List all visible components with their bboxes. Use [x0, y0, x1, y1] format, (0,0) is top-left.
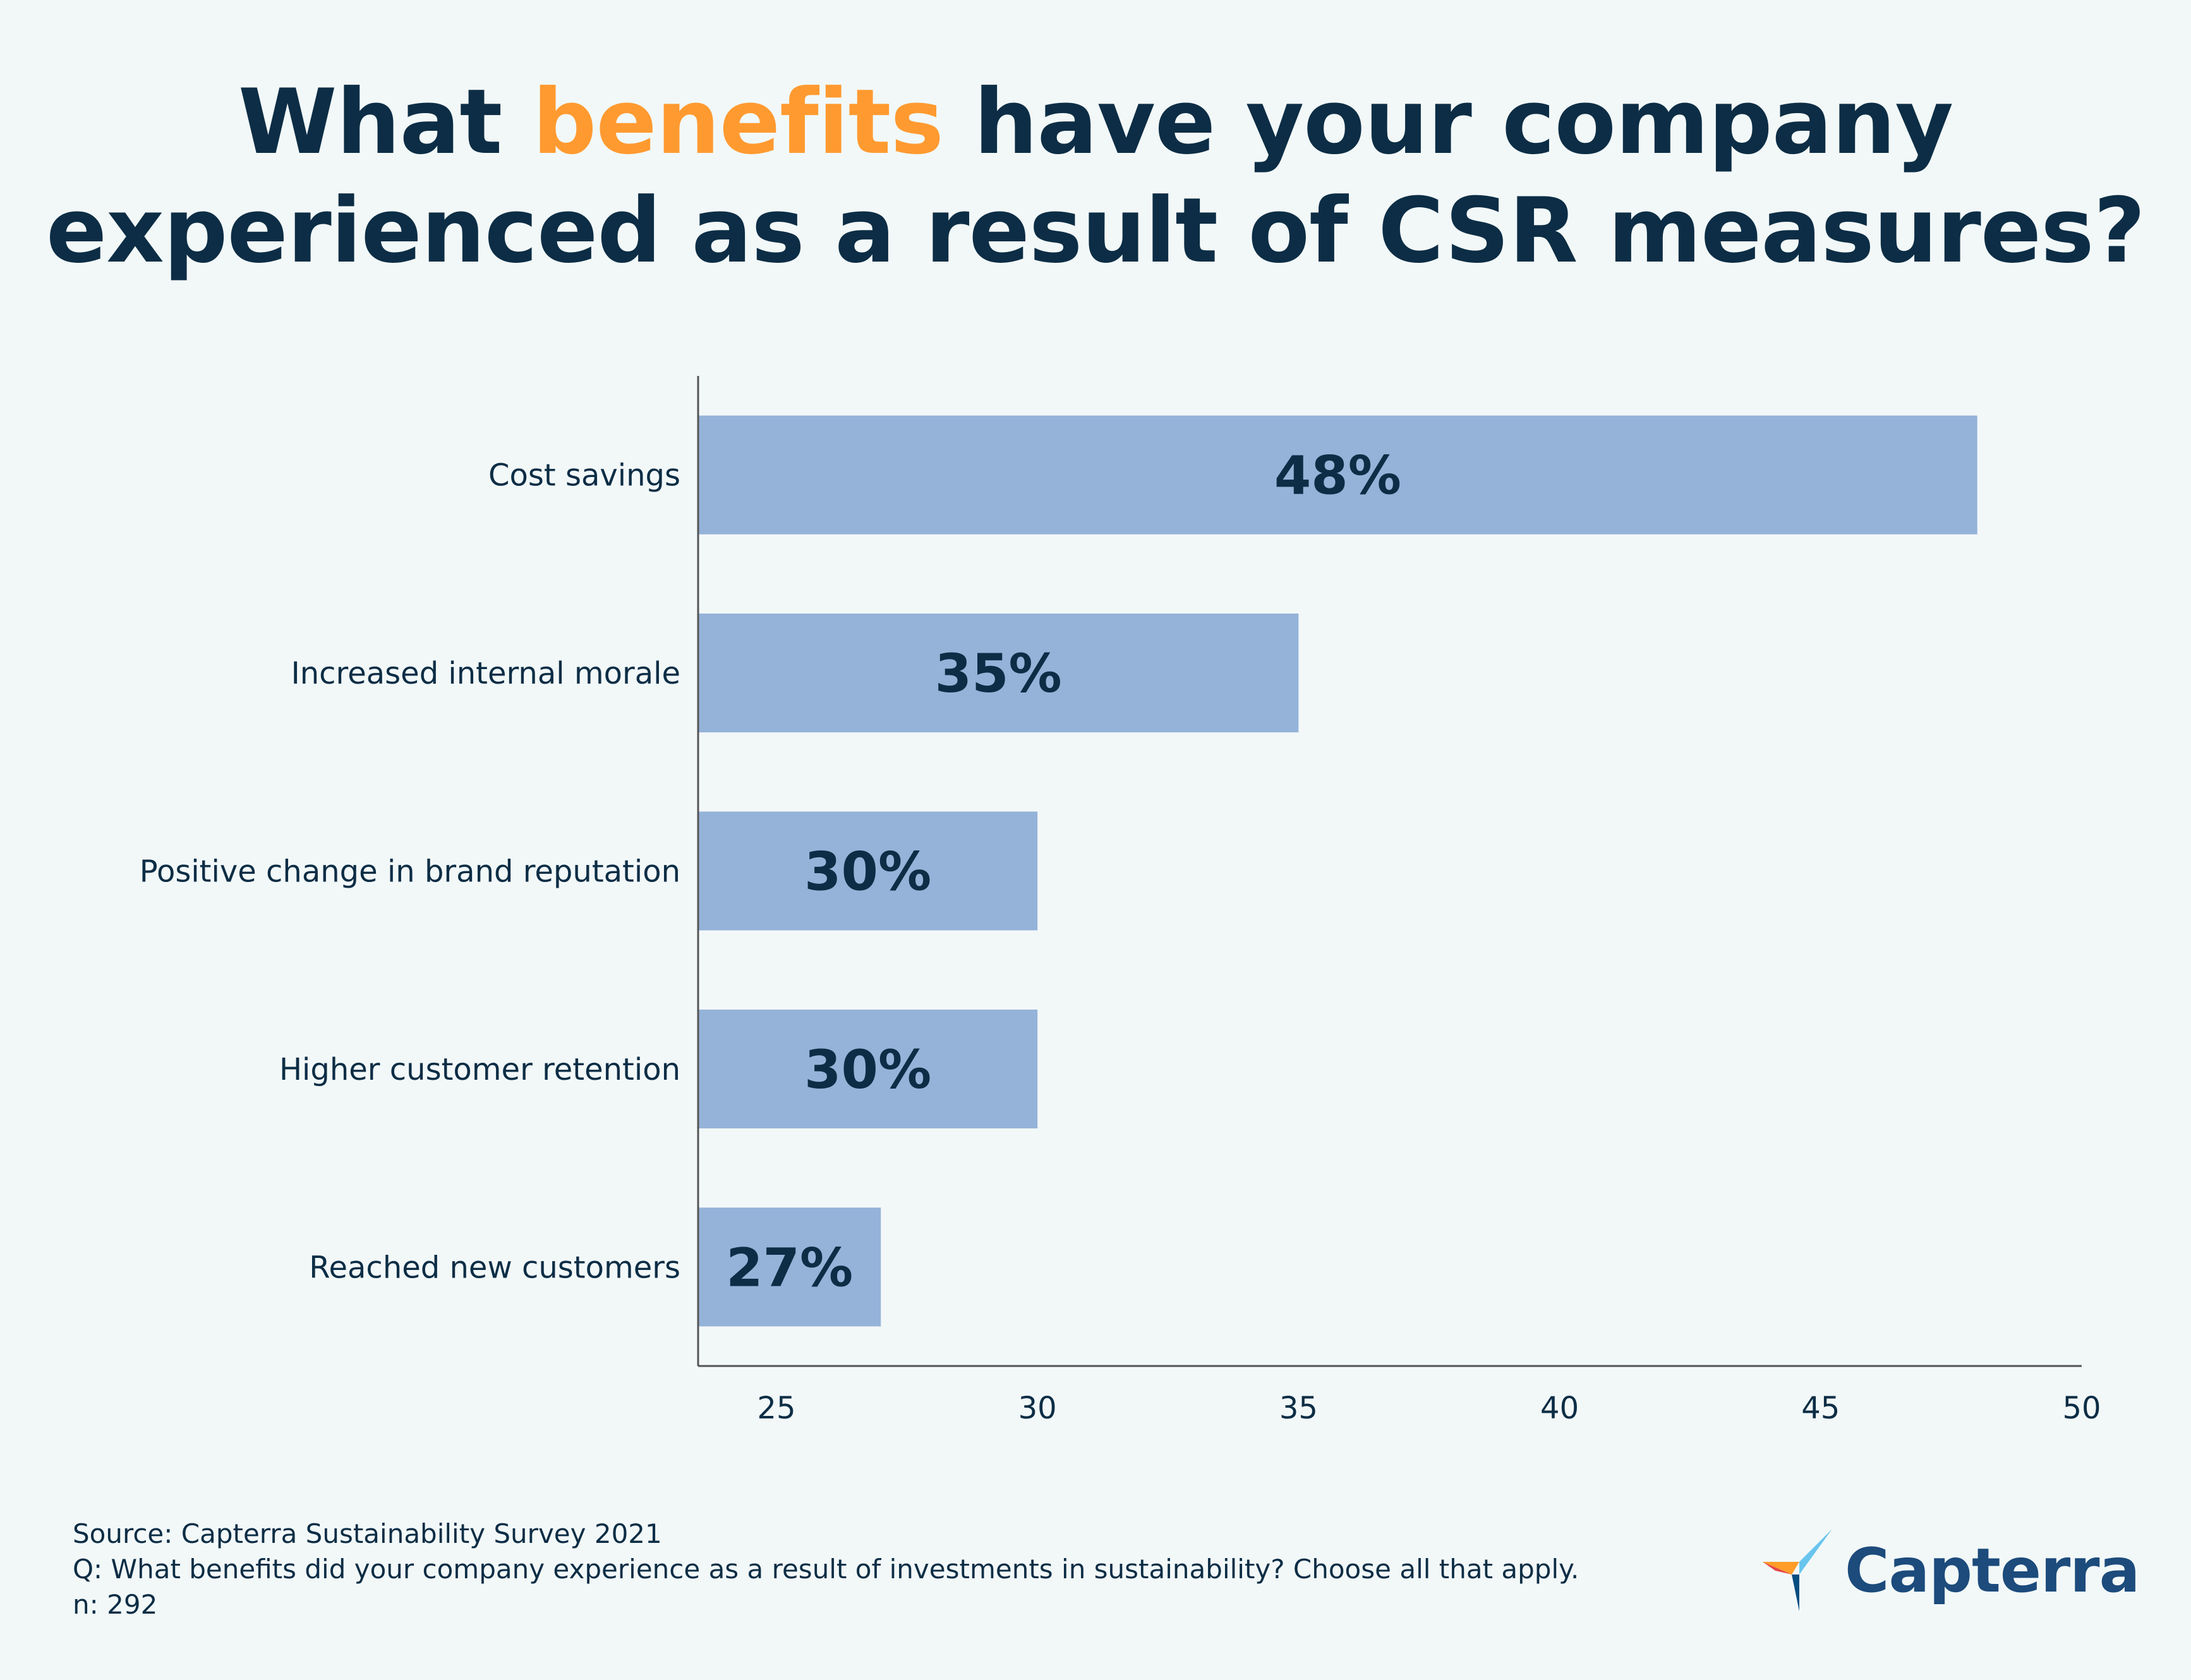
x-tick-label: 45	[1801, 1391, 1840, 1426]
title-part-1: What	[238, 70, 533, 174]
source-note: Source: Capterra Sustainability Survey 2…	[73, 1516, 1579, 1623]
x-tick-label: 40	[1540, 1391, 1579, 1426]
bar-value-label: 48%	[1274, 445, 1401, 507]
sample-size-line: n: 292	[73, 1589, 158, 1620]
bar	[698, 613, 1299, 733]
bar	[698, 811, 1038, 931]
bar	[698, 1207, 881, 1327]
capterra-logo: Capterra	[1763, 1529, 2140, 1611]
title-highlight: benefits	[532, 70, 944, 174]
x-tick-label: 30	[1018, 1391, 1057, 1426]
bar-value-label: 27%	[726, 1236, 853, 1298]
x-tick-label: 35	[1279, 1391, 1318, 1426]
bar-value-label: 30%	[804, 841, 931, 903]
bar	[698, 1009, 1038, 1128]
x-tick-label: 50	[2062, 1391, 2101, 1426]
category-label: Cost savings	[488, 458, 680, 493]
category-label: Positive change in brand reputation	[140, 854, 680, 890]
category-label: Reached new customers	[309, 1250, 680, 1285]
bar	[698, 415, 1977, 535]
category-label: Higher customer retention	[279, 1052, 680, 1087]
title-part-2: have your company	[943, 70, 1953, 174]
capterra-logo-text: Capterra	[1845, 1535, 2140, 1606]
question-line: Q: What benefits did your company experi…	[73, 1554, 1579, 1585]
x-tick-label: 25	[757, 1391, 795, 1426]
title-line-1: What benefits have your company	[0, 68, 2191, 177]
chart-title: What benefits have your company experien…	[0, 68, 2191, 286]
capterra-logo-icon	[1763, 1529, 1832, 1611]
source-line: Source: Capterra Sustainability Survey 2…	[73, 1518, 662, 1549]
bar-value-label: 35%	[935, 643, 1062, 704]
bar-value-label: 30%	[804, 1039, 931, 1101]
title-line-2: experienced as a result of CSR measures?	[45, 179, 2146, 283]
category-label: Increased internal morale	[291, 656, 680, 691]
